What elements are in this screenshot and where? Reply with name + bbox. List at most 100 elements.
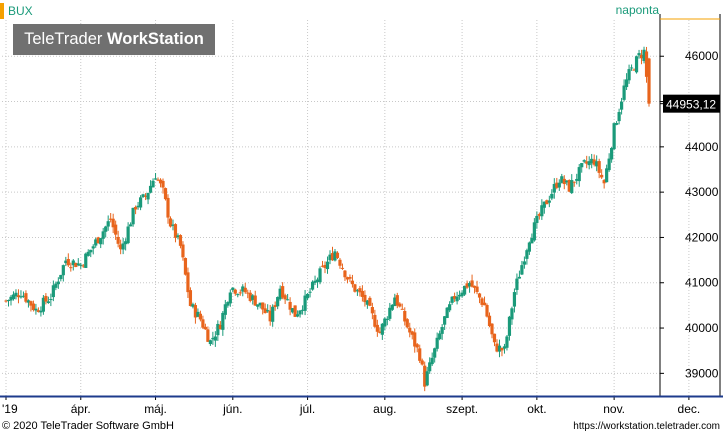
candle-body [547, 200, 551, 203]
candle-body [156, 179, 160, 181]
candle-body [585, 161, 589, 164]
candle-body [617, 112, 621, 122]
candle-body [323, 264, 327, 268]
candle-body [475, 286, 479, 292]
candle-body [320, 265, 325, 267]
interval-label[interactable]: naponta [615, 3, 659, 17]
candle-body [253, 295, 257, 306]
candle-body [303, 295, 307, 311]
candle-body [634, 56, 639, 73]
candle-body [181, 244, 185, 258]
candle-body [460, 292, 464, 297]
candle-body [191, 304, 195, 307]
candle-body [163, 188, 168, 200]
candle-body [408, 327, 412, 333]
x-tick-label: ápr. [71, 402, 91, 416]
candle-body [69, 267, 73, 269]
candle-body [211, 337, 215, 340]
candle-body [246, 292, 250, 294]
candle-body [383, 318, 387, 327]
candle-body [440, 327, 444, 334]
candle-body [562, 178, 566, 185]
candle-body [624, 79, 629, 88]
candle-body [520, 265, 524, 275]
candle-body [256, 304, 260, 307]
y-tick-label: 39000 [685, 366, 719, 380]
candle-body [448, 304, 452, 311]
candle-body [243, 287, 247, 293]
candle-body [632, 69, 636, 71]
symbol-label[interactable]: BUX [0, 3, 33, 19]
candle-body [39, 310, 43, 313]
candle-body [138, 197, 143, 208]
candle-body [368, 297, 372, 306]
candle-body [348, 277, 352, 279]
x-tick-label: aug. [373, 402, 396, 416]
candle-body [129, 224, 133, 227]
candle-body [19, 296, 23, 298]
candle-body [380, 323, 384, 335]
candle-body [241, 286, 245, 292]
candle-body [273, 305, 277, 308]
candle-body [570, 180, 574, 194]
candle-body [610, 147, 614, 160]
candle-body [467, 283, 472, 287]
candle-body [124, 241, 128, 245]
candle-body [236, 294, 240, 296]
y-tick-label: 46000 [685, 49, 719, 63]
candle-body [490, 323, 494, 335]
candle-body [393, 297, 397, 307]
candle-body [196, 311, 200, 317]
candle-body [296, 314, 300, 317]
candle-body [410, 331, 414, 335]
candle-body [512, 292, 517, 307]
candle-body [131, 207, 135, 225]
candle-body [497, 345, 502, 352]
candle-body [218, 324, 222, 330]
candle-body [353, 284, 357, 292]
candle-body [398, 303, 402, 307]
candle-body [537, 214, 541, 216]
candle-body [505, 336, 509, 348]
candle-body [158, 179, 163, 184]
candle-body [96, 237, 100, 244]
candle-body [305, 293, 310, 299]
candle-body [51, 285, 55, 298]
candle-body [258, 302, 262, 306]
candle-body [507, 316, 512, 336]
candle-body [487, 315, 492, 327]
candle-body [597, 161, 601, 173]
candle-body [94, 239, 98, 246]
candle-body [572, 181, 576, 183]
candle-body [462, 285, 467, 295]
candle-body [26, 300, 31, 303]
candle-body [378, 331, 382, 333]
candle-body [293, 305, 297, 317]
source-url[interactable]: https://workstation.teletrader.com [573, 421, 720, 432]
candle-body [114, 224, 118, 235]
candle-body [565, 180, 569, 183]
candle-body [453, 296, 457, 299]
candle-body [458, 294, 462, 297]
candle-body [355, 290, 360, 292]
candle-body [283, 295, 287, 300]
candle-body [477, 293, 482, 298]
candle-body [595, 161, 599, 167]
candle-body [248, 292, 252, 301]
candle-body [171, 224, 175, 226]
candle-body [580, 163, 584, 168]
candle-body [557, 182, 561, 188]
candle-body [629, 67, 634, 69]
candle-body [116, 236, 120, 244]
candle-body [109, 218, 113, 220]
candle-body [21, 295, 26, 297]
candle-body [266, 310, 270, 312]
candle-body [24, 293, 28, 302]
candle-body [34, 308, 38, 311]
candle-body [71, 260, 75, 266]
candle-body [213, 336, 217, 341]
candle-body [146, 193, 150, 200]
candle-body [16, 295, 21, 298]
candle-body [278, 288, 282, 300]
